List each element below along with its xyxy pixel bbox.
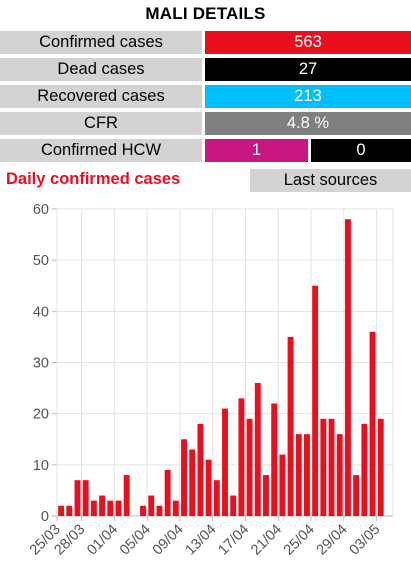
x-tick-label: 21/04 xyxy=(248,522,285,559)
bar xyxy=(197,423,204,516)
bar xyxy=(189,449,196,516)
bar xyxy=(148,495,155,516)
bar xyxy=(344,219,351,516)
bar xyxy=(107,500,114,516)
bar xyxy=(254,382,261,516)
bar xyxy=(304,434,310,516)
bar xyxy=(74,480,81,516)
x-tick-label: 29/04 xyxy=(314,522,351,559)
bar xyxy=(353,475,360,516)
x-tick-label: 03/05 xyxy=(346,522,383,559)
bar xyxy=(369,331,376,516)
y-tick-label: 20 xyxy=(33,407,49,423)
y-tick-label: 0 xyxy=(41,509,49,525)
bar xyxy=(320,418,327,516)
bar xyxy=(287,336,294,516)
bar xyxy=(361,423,368,516)
y-tick-label: 10 xyxy=(33,458,49,474)
bar xyxy=(271,403,278,516)
bar xyxy=(213,480,220,516)
y-tick-label: 50 xyxy=(33,253,49,269)
x-tick-label: 17/04 xyxy=(215,522,252,559)
x-tick-label: 09/04 xyxy=(150,522,187,559)
dead-cases-value: 27 xyxy=(205,58,411,81)
bar xyxy=(295,434,302,516)
stat-row-recovered: Recovered cases 213 xyxy=(0,85,411,108)
x-tick-label: 25/04 xyxy=(281,522,318,559)
bar xyxy=(82,480,89,516)
page-title: MALI DETAILS xyxy=(145,4,266,23)
bar xyxy=(263,475,269,516)
stat-row-dead: Dead cases 27 xyxy=(0,58,411,81)
x-tick-label: 05/04 xyxy=(117,522,154,559)
bar xyxy=(205,459,212,516)
bar xyxy=(123,475,130,516)
bar xyxy=(164,469,171,516)
x-tick-label: 13/04 xyxy=(183,522,220,559)
bar xyxy=(115,500,122,516)
bar xyxy=(99,495,106,516)
recovered-cases-value: 213 xyxy=(205,85,411,108)
y-tick-label: 60 xyxy=(33,202,49,218)
last-sources-button[interactable]: Last sources xyxy=(250,169,411,192)
bar xyxy=(230,495,237,516)
y-tick-label: 30 xyxy=(33,356,49,372)
stat-row-confirmed: Confirmed cases 563 xyxy=(0,31,411,54)
confirmed-hcw-value-1: 1 xyxy=(205,139,308,162)
bar xyxy=(377,418,384,516)
confirmed-hcw-value-2: 0 xyxy=(311,139,411,162)
bar xyxy=(222,408,228,516)
bar xyxy=(181,439,187,516)
bar xyxy=(140,505,146,516)
stat-row-hcw: Confirmed HCW 1 0 xyxy=(0,139,411,162)
bar xyxy=(172,500,179,516)
bar xyxy=(58,505,65,516)
y-tick-label: 40 xyxy=(33,304,49,320)
bar xyxy=(156,505,163,516)
x-tick-label: 01/04 xyxy=(84,522,121,559)
daily-confirmed-cases-title: Daily confirmed cases xyxy=(6,170,181,188)
bar xyxy=(246,418,253,516)
confirmed-cases-value: 563 xyxy=(205,31,411,54)
bar xyxy=(328,418,335,516)
bar xyxy=(66,505,73,516)
confirmed-hcw-label: Confirmed HCW xyxy=(0,139,202,162)
bar xyxy=(336,434,343,516)
bar xyxy=(238,398,245,516)
confirmed-cases-label: Confirmed cases xyxy=(0,31,202,54)
bar xyxy=(279,454,286,516)
recovered-cases-label: Recovered cases xyxy=(0,85,202,108)
cfr-value: 4.8 % xyxy=(205,112,411,135)
stat-row-cfr: CFR 4.8 % xyxy=(0,112,411,135)
cfr-label: CFR xyxy=(0,112,202,135)
dead-cases-label: Dead cases xyxy=(0,58,202,81)
bar xyxy=(312,285,319,516)
bar xyxy=(90,500,97,516)
